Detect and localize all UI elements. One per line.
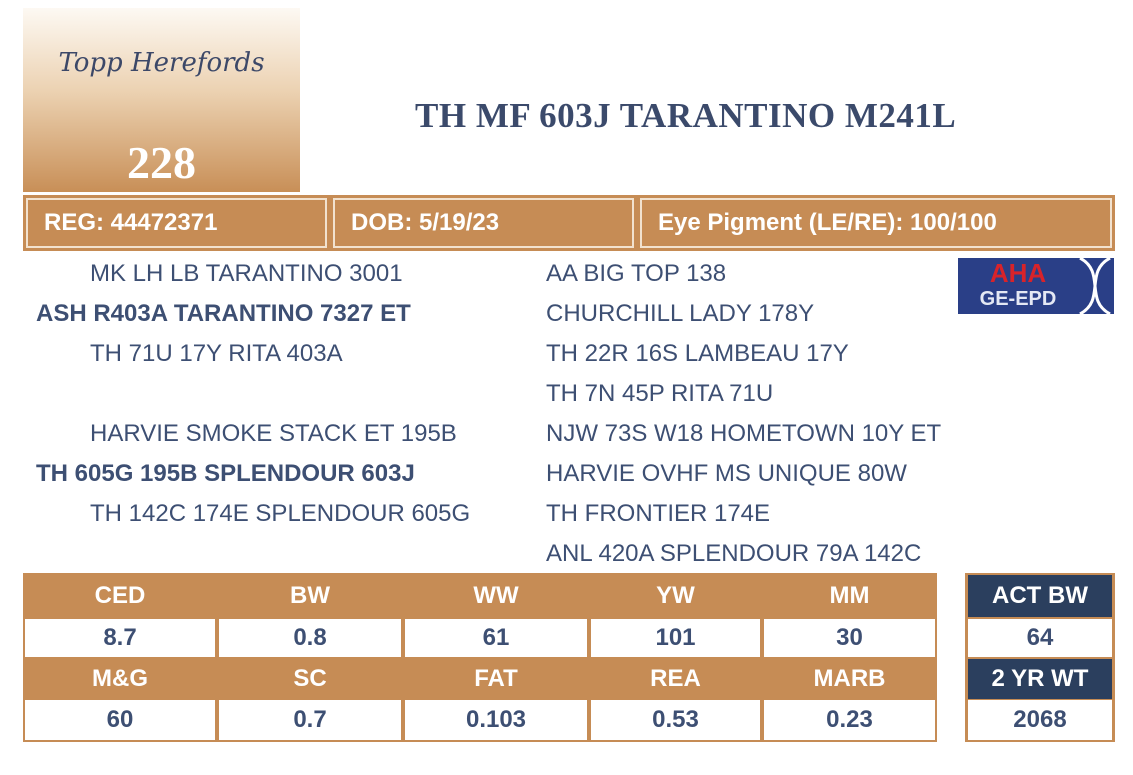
pedigree-entry: TH FRONTIER 174E xyxy=(546,500,771,527)
pedigree-entry: NJW 73S W18 HOMETOWN 10Y ET xyxy=(546,420,942,447)
pedigree-entry: ANL 420A SPLENDOUR 79A 142C xyxy=(546,540,922,567)
epd-header: MARB xyxy=(764,659,935,699)
pedigree-entry: ASH R403A TARANTINO 7327 ET xyxy=(36,300,411,327)
pedigree-entry: TH 605G 195B SPLENDOUR 603J xyxy=(36,460,415,487)
weight-value: 2068 xyxy=(968,700,1112,740)
epd-value: 0.103 xyxy=(405,700,587,740)
epd-header: CED xyxy=(25,575,215,617)
weight-label: ACT BW xyxy=(968,575,1112,617)
epd-value: 0.23 xyxy=(764,700,935,740)
epd-value: 101 xyxy=(591,619,760,657)
epd-value: 0.8 xyxy=(219,619,401,657)
dna-icon xyxy=(1079,258,1111,314)
epd-value: 8.7 xyxy=(25,619,215,657)
epd-value: 30 xyxy=(764,619,935,657)
pedigree-entry: TH 142C 174E SPLENDOUR 605G xyxy=(90,500,471,527)
animal-name: TH MF 603J TARANTINO M241L xyxy=(415,96,957,135)
info-bar: REG: 44472371 DOB: 5/19/23 Eye Pigment (LE… xyxy=(23,195,1115,251)
pedigree-entry: CHURCHILL LADY 178Y xyxy=(546,300,815,327)
epd-value: 61 xyxy=(405,619,587,657)
ge-epd-badge: AHA GE-EPD xyxy=(958,258,1114,314)
pedigree-entry: TH 71U 17Y RITA 403A xyxy=(90,340,343,367)
info-cell: REG: 44472371 xyxy=(26,198,327,248)
weight-value: 64 xyxy=(968,619,1112,657)
epd-header: SC xyxy=(219,659,401,699)
pedigree-entry: AA BIG TOP 138 xyxy=(546,260,727,287)
pedigree-entry: HARVIE OVHF MS UNIQUE 80W xyxy=(546,460,907,487)
epd-header: MM xyxy=(764,575,935,617)
weight-label: 2 YR WT xyxy=(968,659,1112,699)
epd-header: FAT xyxy=(405,659,587,699)
logo-box: Topp Herefords 228 xyxy=(23,8,300,192)
epd-value: 60 xyxy=(25,700,215,740)
epd-header: BW xyxy=(219,575,401,617)
brand-logo: Topp Herefords xyxy=(58,48,265,78)
epd-header: YW xyxy=(591,575,760,617)
info-cell: Eye Pigment (LE/RE): 100/100 xyxy=(640,198,1112,248)
epd-value: 0.53 xyxy=(591,700,760,740)
epd-header: WW xyxy=(405,575,587,617)
epd-value: 0.7 xyxy=(219,700,401,740)
pedigree-entry: HARVIE SMOKE STACK ET 195B xyxy=(90,420,457,447)
pedigree-entry: MK LH LB TARANTINO 3001 xyxy=(90,260,403,287)
epd-header: M&G xyxy=(25,659,215,699)
info-cell: DOB: 5/19/23 xyxy=(333,198,634,248)
pedigree-entry: TH 22R 16S LAMBEAU 17Y xyxy=(546,340,849,367)
badge-top: AHA xyxy=(989,258,1047,288)
badge-bottom: GE-EPD xyxy=(979,288,1057,310)
epd-header: REA xyxy=(591,659,760,699)
pedigree-entry: TH 7N 45P RITA 71U xyxy=(546,380,774,407)
lot-number: 228 xyxy=(127,137,196,188)
